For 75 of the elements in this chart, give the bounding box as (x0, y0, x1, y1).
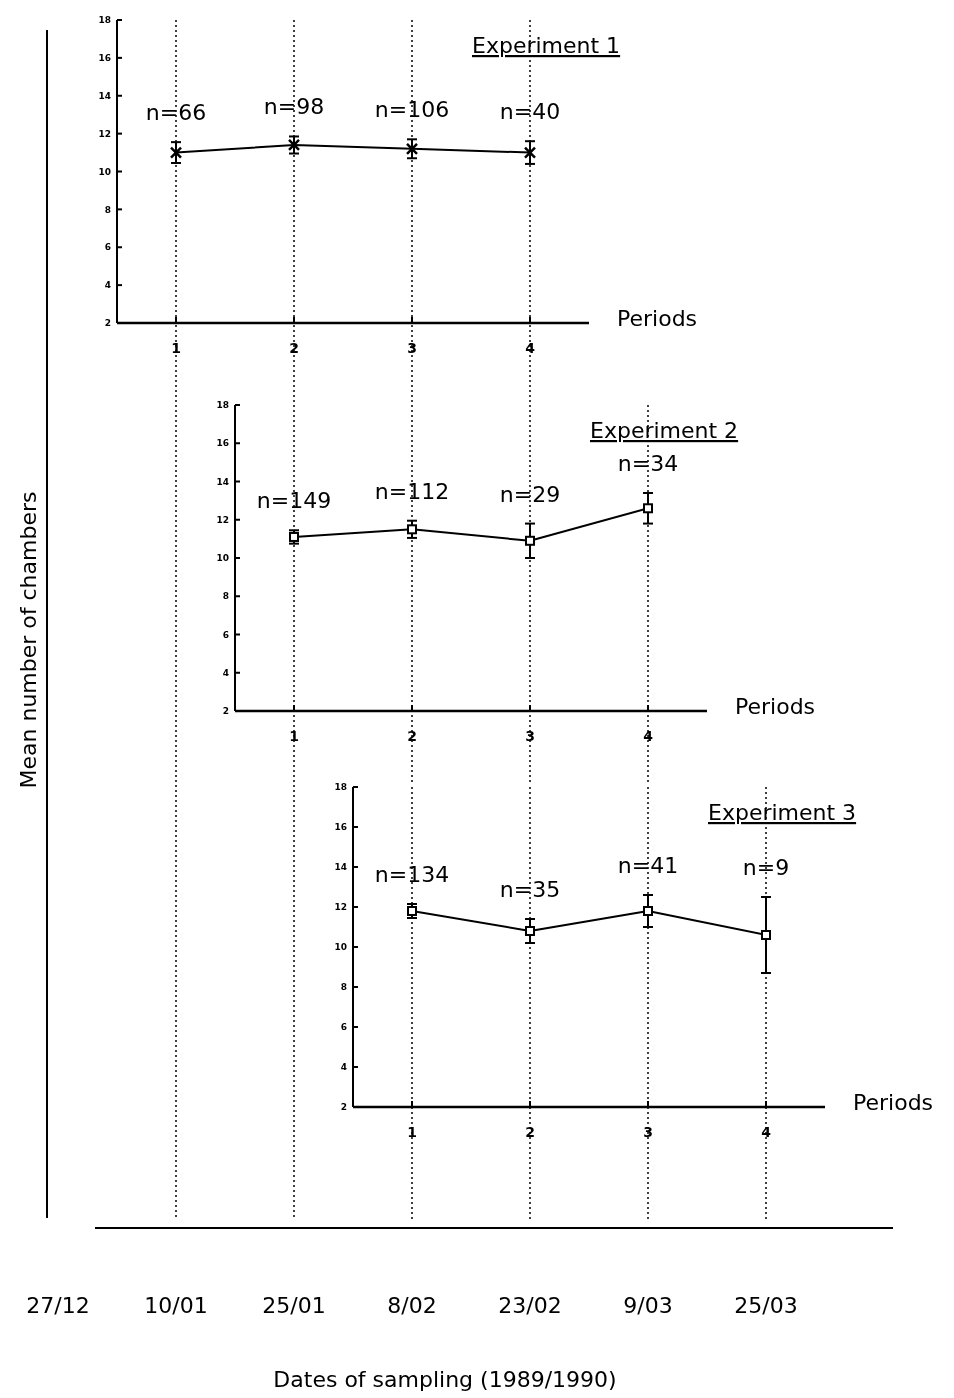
annotation: n=98 (263, 94, 325, 120)
y-tick-label: 10 (334, 942, 347, 953)
annotation: n=112 (374, 478, 450, 504)
y-tick-label: 6 (222, 629, 229, 640)
y-tick-label: 8 (222, 591, 229, 602)
annotation: n=66 (145, 100, 207, 126)
y-tick-label: 14 (216, 476, 229, 487)
y-tick-label: 2 (104, 318, 111, 329)
x-tick-label: 3 (643, 1124, 653, 1140)
x-axis-title: Periods (735, 694, 816, 719)
annotation: n=41 (617, 853, 679, 878)
y-tick-label: 10 (216, 553, 229, 564)
y-tick-label: 8 (340, 982, 347, 993)
y-tick-label: 8 (104, 204, 111, 215)
y-tick-label: 12 (98, 128, 111, 139)
y-tick-label: 16 (334, 822, 347, 833)
annotation: n=35 (499, 877, 561, 902)
text: Dates of sampling (1989/1990) (273, 1367, 617, 1392)
annotation: n=40 (499, 99, 561, 125)
x-tick-label: 4 (525, 340, 536, 356)
annotation: n=149 (256, 488, 332, 514)
y-tick-label: 6 (340, 1022, 347, 1033)
category-label: 9/03 (623, 1293, 673, 1318)
y-tick-label: 18 (98, 15, 111, 26)
x-tick-label: 4 (761, 1124, 772, 1140)
x-axis-title: Periods (853, 1090, 934, 1115)
text: Mean number of chambers (16, 491, 41, 789)
x-tick-label: 2 (525, 1124, 535, 1140)
annotation: n=9 (742, 855, 790, 880)
point (523, 146, 537, 159)
annotation: n=29 (499, 481, 561, 507)
x-tick-label: 3 (525, 728, 535, 744)
x-tick-label: 2 (407, 728, 417, 744)
y-tick-label: 6 (104, 242, 111, 253)
category-label: 27/12 (26, 1293, 90, 1318)
point (761, 930, 771, 940)
category-label: 10/01 (144, 1293, 208, 1318)
category-label: 25/01 (262, 1293, 326, 1318)
y-tick-label: 2 (222, 706, 229, 717)
y-tick-label: 2 (340, 1102, 347, 1113)
point (405, 142, 419, 156)
y-tick-label: 4 (222, 667, 229, 678)
x-tick-label: 3 (407, 340, 417, 356)
text: Experiment 2 (590, 418, 739, 443)
y-tick-label: 14 (334, 862, 347, 873)
point (525, 535, 535, 546)
text: Experiment 3 (708, 800, 857, 825)
y-tick-label: 16 (216, 438, 229, 449)
category-label: 23/02 (498, 1293, 562, 1318)
category-label: 8/02 (387, 1293, 437, 1318)
x-tick-label: 1 (289, 728, 299, 744)
text: Experiment 1 (472, 33, 621, 58)
point (643, 906, 653, 916)
y-tick-label: 18 (334, 782, 347, 793)
point (643, 503, 653, 514)
point (525, 926, 535, 936)
point (407, 524, 417, 535)
y-tick-label: 10 (98, 166, 111, 177)
y-tick-label: 16 (98, 53, 111, 64)
y-tick-label: 12 (216, 514, 229, 525)
y-tick-label: 12 (334, 902, 347, 913)
annotation: n=106 (374, 97, 450, 123)
x-tick-label: 2 (289, 340, 299, 356)
annotation: n=34 (617, 450, 679, 476)
annotation: n=134 (374, 862, 450, 887)
x-axis-title: Periods (617, 306, 698, 331)
y-tick-label: 4 (104, 280, 111, 291)
x-tick-label: 1 (407, 1124, 417, 1140)
y-tick-label: 4 (340, 1062, 347, 1073)
x-tick-label: 1 (171, 340, 181, 356)
y-tick-label: 14 (98, 90, 111, 101)
y-tick-label: 18 (216, 400, 229, 411)
category-label: 25/03 (734, 1293, 798, 1318)
x-tick-label: 4 (643, 728, 654, 744)
point (169, 146, 183, 159)
